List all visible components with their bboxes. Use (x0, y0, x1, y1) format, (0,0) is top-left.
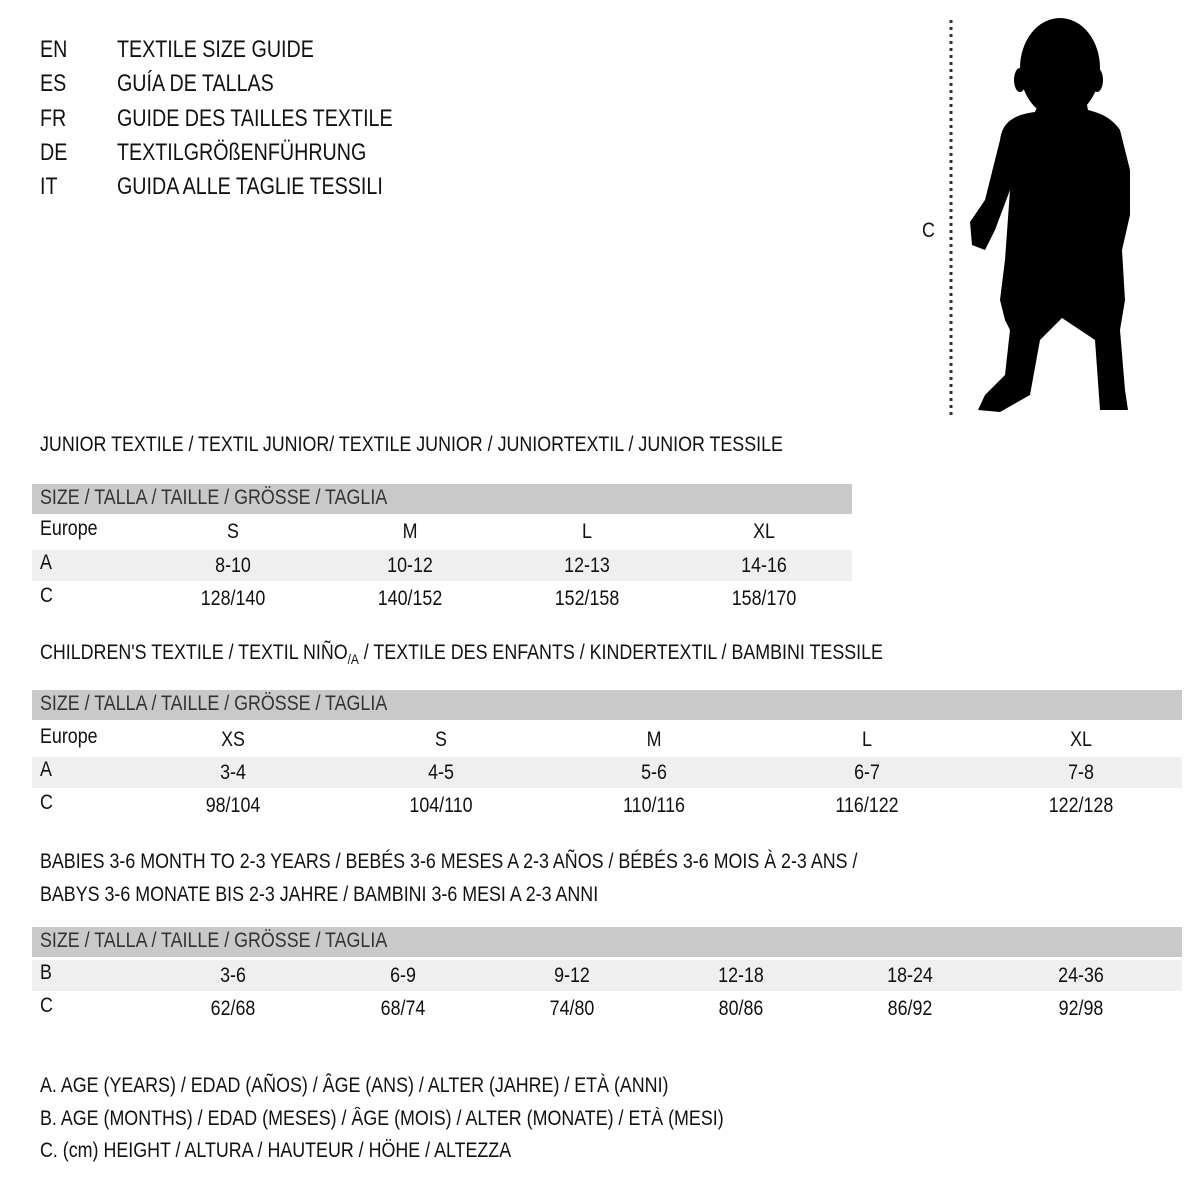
table-cell: 10-12 (387, 554, 433, 577)
size-header-bar (32, 927, 1182, 957)
row-label: C (40, 994, 53, 1017)
table-cell: M (402, 520, 418, 543)
table-cell: 140/152 (377, 587, 443, 610)
babies-section-title-line2: BABYS 3-6 MONATE BIS 2-3 JAHRE / BAMBINI… (40, 883, 599, 906)
size-header-bar (32, 690, 1182, 720)
language-code: ES (40, 70, 67, 98)
table-cell: 80/86 (718, 997, 764, 1020)
row-band (32, 550, 852, 581)
size-header-label: SIZE / TALLA / TAILLE / GRÖSSE / TAGLIA (40, 692, 388, 715)
language-code: FR (40, 104, 67, 132)
table-cell: 74/80 (549, 997, 595, 1020)
language-code: EN (40, 36, 68, 63)
table-cell: 5-6 (641, 761, 667, 784)
table-cell: 18-24 (887, 964, 933, 987)
table-cell: 128/140 (200, 587, 266, 610)
child-silhouette-icon (949, 18, 1130, 415)
table-cell: 62/68 (210, 997, 256, 1020)
table-cell: XL (753, 520, 775, 543)
row-band (32, 960, 1182, 991)
table-cell: 86/92 (887, 997, 933, 1020)
table-cell: 9-12 (554, 964, 590, 987)
table-cell: 104/110 (409, 794, 473, 817)
language-code: DE (40, 138, 68, 166)
table-cell: 7-8 (1068, 761, 1094, 784)
table-cell: L (582, 520, 592, 543)
language-title: TEXTILE SIZE GUIDE (117, 36, 314, 63)
table-cell: 12-18 (718, 964, 764, 987)
table-cell: XL (1070, 728, 1092, 751)
table-cell: 8-10 (215, 554, 251, 577)
size-header-label: SIZE / TALLA / TAILLE / GRÖSSE / TAGLIA (40, 929, 388, 952)
table-cell: S (435, 728, 447, 751)
table-cell: 6-7 (854, 761, 880, 784)
language-code: IT (40, 173, 58, 201)
row-label: A (40, 758, 52, 781)
table-cell: 24-36 (1058, 964, 1104, 987)
babies-section-title-line1: BABIES 3-6 MONTH TO 2-3 YEARS / BEBÉS 3-… (40, 850, 858, 873)
table-cell: 158/170 (731, 587, 797, 610)
legend-line-a: A. AGE (YEARS) / EDAD (AÑOS) / ÂGE (ANS)… (40, 1074, 669, 1097)
language-title: GUIDA ALLE TAGLIE TESSILI (117, 173, 383, 201)
children-title-text: CHILDREN'S TEXTILE / TEXTIL NIÑO (40, 641, 348, 664)
children-section-title: CHILDREN'S TEXTILE / TEXTIL NIÑO/A / TEX… (40, 642, 883, 670)
height-measure-label: C (922, 219, 935, 242)
table-cell: 92/98 (1058, 997, 1104, 1020)
table-cell: S (227, 520, 239, 543)
language-title: TEXTILGRÖßENFÜHRUNG (117, 138, 367, 166)
children-title-rest: / TEXTILE DES ENFANTS / KINDERTEXTIL / B… (358, 641, 883, 664)
table-cell: 14-16 (741, 554, 787, 577)
table-cell: L (862, 728, 872, 751)
row-label: Europe (40, 725, 98, 748)
children-title-sub: /A (347, 651, 359, 668)
row-label: C (40, 584, 53, 607)
language-title: GUÍA DE TALLAS (117, 70, 274, 98)
size-header-bar (32, 484, 852, 514)
table-cell: 116/122 (835, 794, 899, 817)
language-title: GUIDE DES TAILLES TEXTILE (117, 104, 393, 132)
table-cell: 122/128 (1048, 794, 1114, 817)
table-cell: M (646, 728, 662, 751)
size-header-label: SIZE / TALLA / TAILLE / GRÖSSE / TAGLIA (40, 486, 388, 509)
legend-line-b: B. AGE (MONTHS) / EDAD (MESES) / ÂGE (MO… (40, 1107, 724, 1130)
legend-line-c: C. (cm) HEIGHT / ALTURA / HAUTEUR / HÖHE… (40, 1139, 512, 1162)
row-label: C (40, 791, 53, 814)
table-cell: 68/74 (380, 997, 426, 1020)
table-cell: 110/116 (623, 794, 685, 817)
junior-section-title: JUNIOR TEXTILE / TEXTIL JUNIOR/ TEXTILE … (40, 433, 783, 456)
table-cell: 3-6 (220, 964, 246, 987)
row-band (32, 757, 1182, 788)
row-label: B (40, 961, 52, 984)
table-cell: 3-4 (220, 761, 246, 784)
table-cell: 98/104 (205, 794, 261, 817)
table-cell: XS (221, 728, 245, 751)
row-label: Europe (40, 517, 98, 540)
row-label: A (40, 551, 52, 574)
table-cell: 12-13 (564, 554, 610, 577)
table-cell: 6-9 (390, 964, 416, 987)
table-cell: 152/158 (554, 587, 620, 610)
table-cell: 4-5 (428, 761, 454, 784)
